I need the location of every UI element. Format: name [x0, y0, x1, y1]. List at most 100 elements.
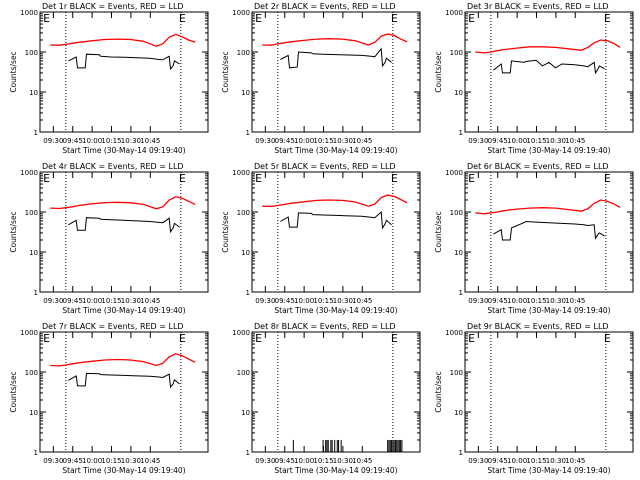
plot-det-7: Det 7r BLACK = Events, RED = LLD 1 10 100 10… [9, 322, 209, 475]
series-lld-line [50, 353, 196, 367]
x-tick-label: 10:00 [294, 297, 314, 305]
x-axis-label: Start Time (30-May-14 09:19:40) [487, 466, 610, 475]
y-axis-label: Counts/sec [221, 51, 230, 92]
series-lld-line [475, 39, 621, 54]
x-tick-label: 10:45 [140, 297, 160, 305]
x-tick-label: 10:30 [121, 137, 141, 145]
y-tick-label: 1 [459, 289, 463, 297]
x-tick-label: 10:00 [507, 457, 527, 465]
y-axis-label: Counts/sec [9, 211, 18, 252]
e-marker: E [604, 12, 611, 25]
x-tick-label: 10:00 [294, 457, 314, 465]
plot-frame [39, 171, 209, 293]
y-tick-label: 1000 [232, 169, 250, 177]
series-events-line [493, 59, 605, 75]
y-tick-label: 1000 [20, 169, 38, 177]
series-events-line [280, 47, 392, 69]
e-marker: E [43, 332, 50, 345]
plot-det-3: Det 3r BLACK = Events, RED = LLD 1 10 100 10… [434, 2, 634, 155]
y-axis-label: Counts/sec [434, 371, 443, 412]
y-tick-label: 100 [450, 49, 463, 57]
y-tick-label: 1000 [232, 9, 250, 17]
x-tick-label: 09:45 [275, 297, 295, 305]
x-tick-label: 09:45 [488, 137, 508, 145]
x-tick-label: 10:00 [294, 137, 314, 145]
plot-title: Det 9r BLACK = Events, RED = LLD [467, 322, 609, 331]
e-marker: E [255, 172, 262, 185]
y-tick-label: 1 [34, 449, 38, 457]
x-tick-label: 10:45 [352, 457, 372, 465]
plot-frame [464, 11, 634, 133]
plot-frame [464, 171, 634, 293]
y-tick-label: 1 [34, 289, 38, 297]
x-tick-label: 09:45 [488, 297, 508, 305]
x-tick-label: 09:30 [43, 137, 63, 145]
e-marker: E [391, 172, 398, 185]
e-marker: E [43, 12, 50, 25]
x-tick-label: 09:45 [63, 457, 83, 465]
y-tick-label: 10 [29, 409, 38, 417]
y-tick-label: 100 [237, 369, 250, 377]
series-events-line [68, 53, 180, 70]
x-tick-label: 10:30 [333, 137, 353, 145]
y-tick-label: 1 [246, 289, 250, 297]
series-lld-line [262, 33, 408, 46]
series-events-line [68, 217, 180, 234]
y-tick-label: 1 [459, 129, 463, 137]
y-tick-label: 10 [241, 409, 250, 417]
x-axis-label: Start Time (30-May-14 09:19:40) [274, 306, 397, 315]
x-tick-label: 09:30 [468, 137, 488, 145]
y-tick-label: 100 [237, 49, 250, 57]
x-tick-label: 10:15 [526, 297, 546, 305]
x-tick-label: 10:45 [140, 137, 160, 145]
y-axis-label: Counts/sec [9, 371, 18, 412]
x-axis-label: Start Time (30-May-14 09:19:40) [487, 306, 610, 315]
y-tick-label: 1 [246, 129, 250, 137]
x-tick-label: 09:30 [43, 457, 63, 465]
e-marker: E [604, 332, 611, 345]
plot-det-8: Det 8r BLACK = Events, RED = LLD 1 10 100 10… [232, 322, 421, 475]
x-tick-label: 10:15 [526, 457, 546, 465]
y-tick-label: 100 [450, 209, 463, 217]
plot-det-4: Det 4r BLACK = Events, RED = LLD 1 10 100 10… [9, 162, 209, 315]
series-lld-line [50, 196, 196, 210]
e-marker: E [391, 332, 398, 345]
plot-frame [39, 331, 209, 453]
x-tick-label: 10:00 [507, 297, 527, 305]
x-tick-label: 10:45 [565, 457, 585, 465]
y-tick-label: 1000 [445, 329, 463, 337]
plot-title: Det 1r BLACK = Events, RED = LLD [42, 2, 184, 11]
x-tick-label: 09:45 [63, 137, 83, 145]
e-marker: E [468, 12, 475, 25]
x-axis-label: Start Time (30-May-14 09:19:40) [487, 146, 610, 155]
y-axis-label: Counts/sec [221, 211, 230, 252]
x-tick-label: 09:45 [275, 457, 295, 465]
series-events-line [280, 210, 392, 230]
e-marker: E [468, 332, 475, 345]
x-tick-label: 10:15 [313, 457, 333, 465]
plot-det-9: Det 9r BLACK = Events, RED = LLD 1 10 100 10… [434, 322, 634, 475]
x-tick-label: 10:45 [352, 297, 372, 305]
y-tick-label: 100 [25, 369, 38, 377]
plot-title: Det 8r BLACK = Events, RED = LLD [254, 322, 396, 331]
x-tick-label: 10:00 [82, 137, 102, 145]
series-events-line [493, 220, 605, 241]
y-axis-label: Counts/sec [434, 211, 443, 252]
y-tick-label: 1 [246, 449, 250, 457]
plot-frame [251, 11, 421, 133]
x-tick-label: 09:30 [468, 297, 488, 305]
x-tick-label: 10:00 [507, 137, 527, 145]
x-tick-label: 10:15 [101, 457, 121, 465]
x-tick-label: 10:30 [333, 297, 353, 305]
y-tick-label: 100 [25, 209, 38, 217]
x-tick-label: 10:15 [313, 137, 333, 145]
e-marker: E [391, 12, 398, 25]
y-tick-label: 10 [454, 89, 463, 97]
plot-det-5: Det 5r BLACK = Events, RED = LLD 1 10 100 10… [221, 162, 421, 315]
x-axis-label: Start Time (30-May-14 09:19:40) [62, 306, 185, 315]
y-tick-label: 100 [237, 209, 250, 217]
plot-frame [464, 331, 634, 453]
e-marker: E [604, 172, 611, 185]
y-tick-label: 1 [34, 129, 38, 137]
x-tick-label: 10:45 [352, 137, 372, 145]
